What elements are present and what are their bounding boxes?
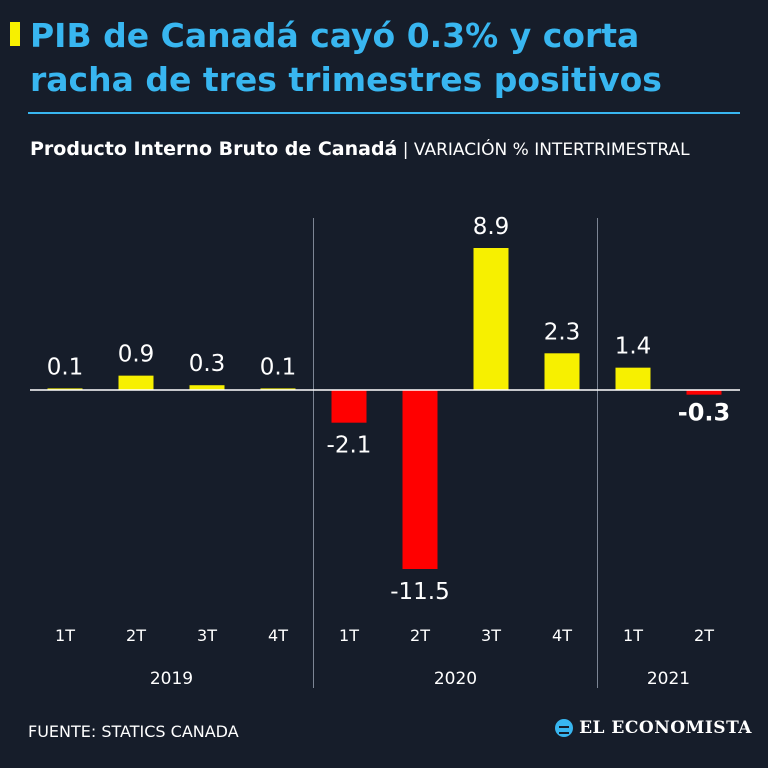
bar-6 — [473, 248, 509, 390]
data-label-1: 0.9 — [118, 342, 155, 368]
category-label-4: 1T — [339, 626, 359, 645]
bar-0 — [47, 388, 83, 390]
data-label-4: -2.1 — [327, 433, 372, 459]
data-label-9: -0.3 — [678, 399, 730, 427]
category-label-2: 3T — [197, 626, 217, 645]
category-label-1: 2T — [126, 626, 146, 645]
category-label-7: 4T — [552, 626, 572, 645]
logo-icon — [555, 719, 574, 737]
data-label-8: 1.4 — [615, 334, 652, 360]
chart-subtitle-main: Producto Interno Bruto de Canadá — [30, 138, 398, 160]
category-label-3: 4T — [268, 626, 288, 645]
title-accent-bar — [10, 22, 20, 46]
data-label-0: 0.1 — [47, 354, 84, 380]
source-note: FUENTE: STATICS CANADA — [28, 722, 239, 741]
category-label-8: 1T — [623, 626, 643, 645]
bar-8 — [615, 367, 651, 390]
page-title: PIB de Canadá cayó 0.3% y corta racha de… — [30, 16, 662, 99]
category-label-9: 2T — [694, 626, 714, 645]
group-label-2019: 2019 — [150, 669, 193, 689]
title-divider — [28, 112, 740, 114]
chart-subtitle: Producto Interno Bruto de Canadá | VARIA… — [30, 134, 730, 165]
bar-5 — [402, 390, 438, 569]
category-label-0: 1T — [55, 626, 75, 645]
bar-7 — [544, 353, 580, 390]
category-label-5: 2T — [410, 626, 430, 645]
bar-1 — [118, 375, 154, 390]
bar-2 — [189, 385, 225, 390]
group-label-2021: 2021 — [647, 669, 690, 689]
data-label-2: 0.3 — [189, 351, 226, 377]
logo-text: EL ECONOMISTA — [579, 718, 752, 738]
group-label-2020: 2020 — [434, 669, 477, 689]
data-label-7: 2.3 — [544, 319, 581, 345]
data-label-5: -11.5 — [390, 579, 450, 605]
data-label-6: 8.9 — [473, 214, 510, 240]
brand-logo: EL ECONOMISTA — [555, 718, 752, 738]
bar-4 — [331, 390, 367, 423]
category-label-6: 3T — [481, 626, 501, 645]
bar-9 — [686, 390, 722, 395]
chart-subtitle-unit: | VARIACIÓN % INTERTRIMESTRAL — [402, 140, 690, 160]
bar-3 — [260, 388, 296, 390]
data-label-3: 0.1 — [260, 354, 297, 380]
